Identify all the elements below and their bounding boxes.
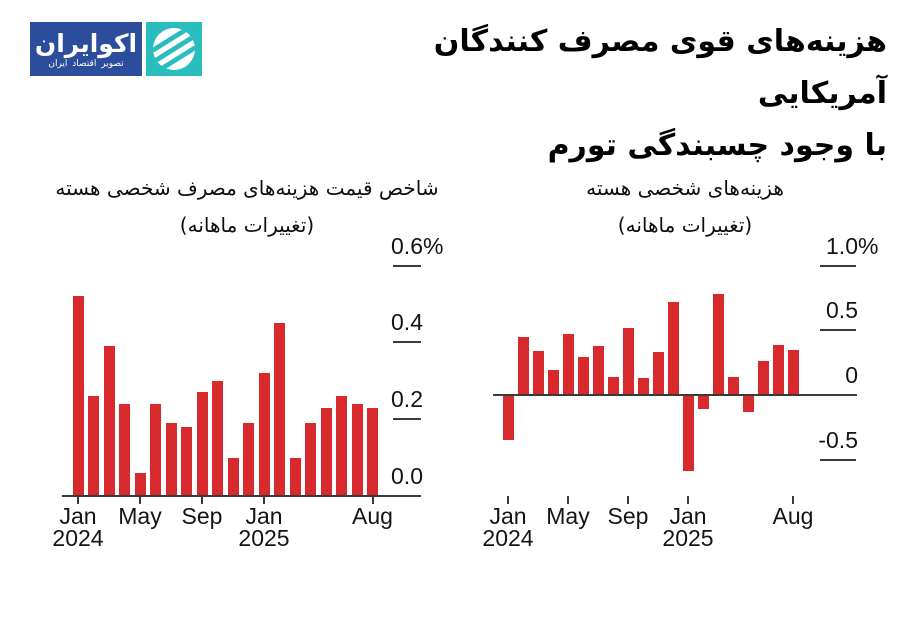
x-axis-label-year: 2024: [482, 525, 534, 551]
bar-jul-2024: [592, 345, 604, 395]
page-title: هزینه‌های قوی مصرف کنندگان آمریکایی با وج…: [307, 16, 887, 172]
bar-jun-2024: [577, 357, 589, 395]
right-chart-title: هزینه‌های شخصی هسته (تغییرات ماهانه): [470, 170, 900, 244]
right-chart-title-line1: هزینه‌های شخصی هسته: [586, 176, 784, 200]
y-axis-unit: %: [423, 232, 444, 259]
x-axis-tick: [687, 496, 689, 504]
x-axis-label: Jan: [669, 503, 707, 529]
x-axis-label-year: 2025: [662, 525, 714, 551]
bar-jun-2025: [757, 361, 769, 395]
bar-apr-2024: [119, 403, 130, 496]
left-chart-title-line1: شاخص قیمت هزینه‌های مصرف شخصی هسته: [55, 176, 439, 200]
x-axis-label: Aug: [352, 503, 393, 529]
bar-mar-2024: [103, 346, 115, 496]
bar-jan-2024: [72, 296, 84, 496]
bar-aug-2025: [787, 349, 799, 395]
bar-may-2024: [134, 472, 146, 496]
bar-nov-2024: [227, 457, 239, 496]
x-axis-tick: [371, 496, 374, 504]
bar-apr-2024: [547, 370, 559, 395]
y-axis-label: 0: [845, 362, 858, 388]
bar-apr-2025: [727, 376, 739, 395]
x-axis-label: Aug: [772, 503, 814, 529]
y-axis-label: 0.2: [391, 386, 423, 413]
x-axis-label: Jan: [489, 503, 527, 529]
bar-aug-2024: [181, 426, 192, 496]
bar-apr-2025: [305, 423, 316, 496]
bar-feb-2025: [697, 395, 709, 410]
y-axis-tick: [393, 341, 421, 344]
y-axis-label: 0.0: [391, 463, 423, 489]
bar-may-2025: [320, 407, 332, 496]
y-axis-tick: [820, 329, 856, 332]
bar-dec-2024: [243, 423, 254, 496]
y-axis-tick: [820, 458, 856, 461]
x-axis-tick: [507, 496, 509, 504]
bar-aug-2024: [607, 376, 619, 395]
ecoiran-logo: اکوایران تصویر اقتصاد ایران: [30, 22, 202, 76]
page-title-line1: هزینه‌های قوی مصرف کنندگان آمریکایی: [433, 24, 887, 111]
bar-may-2025: [742, 395, 754, 412]
y-axis-label: 0.4: [391, 309, 423, 336]
x-axis-tick: [567, 496, 569, 504]
bar-sep-2024: [196, 392, 208, 496]
bar-feb-2024: [517, 336, 529, 395]
bar-feb-2025: [274, 323, 285, 496]
x-axis-tick: [139, 496, 141, 504]
y-axis-label: 0.6%: [391, 232, 444, 259]
y-axis-label: 1.0%: [826, 232, 879, 259]
bar-dec-2024: [667, 301, 679, 395]
x-axis-tick: [77, 496, 79, 504]
bar-oct-2024: [212, 380, 223, 496]
ecoiran-logo-subtitle: تصویر اقتصاد ایران: [48, 59, 124, 69]
bar-mar-2025: [289, 457, 301, 496]
bar-feb-2024: [88, 396, 99, 496]
bar-jan-2025: [682, 395, 694, 472]
x-axis-label: May: [118, 503, 162, 529]
x-axis-tick: [263, 496, 265, 504]
x-axis-label: Sep: [181, 503, 223, 529]
bar-jan-2024: [502, 395, 514, 441]
x-axis-label: Jan: [245, 503, 283, 529]
x-axis-label-year: 2025: [238, 525, 290, 551]
y-axis-tick: [393, 264, 421, 267]
bar-may-2024: [562, 334, 574, 395]
page-title-line2: با وجود چسبندگی تورم: [547, 128, 887, 163]
bar-jul-2024: [165, 423, 177, 496]
right-chart-title-line2: (تغییرات ماهانه): [617, 213, 753, 237]
bar-nov-2024: [652, 352, 664, 395]
y-axis-label: 0.5: [826, 297, 858, 324]
left-chart-title: شاخص قیمت هزینه‌های مصرف شخصی هسته (تغیی…: [32, 170, 462, 244]
left-chart-title-line2: (تغییرات ماهانه): [179, 213, 315, 237]
bar-jun-2025: [336, 396, 347, 496]
bar-jun-2024: [150, 403, 161, 496]
x-axis-label: Sep: [607, 503, 649, 529]
ecoiran-logo-textbox: اکوایران تصویر اقتصاد ایران: [30, 22, 142, 76]
y-axis-label: -0.5: [818, 426, 858, 453]
bar-jan-2025: [258, 373, 270, 496]
x-axis-tick: [201, 496, 203, 504]
x-axis-line: [493, 394, 857, 396]
y-axis-unit: %: [858, 232, 879, 259]
x-axis-label-year: 2024: [52, 525, 104, 551]
y-axis-tick: [393, 418, 421, 421]
bar-sep-2024: [622, 327, 634, 395]
x-axis-label: May: [546, 503, 590, 529]
bar-jul-2025: [351, 403, 363, 496]
bar-mar-2024: [532, 351, 544, 395]
bar-jul-2025: [772, 344, 784, 395]
x-axis-tick: [627, 496, 629, 504]
bar-mar-2025: [712, 294, 724, 395]
bar-aug-2025: [367, 407, 378, 496]
y-axis-tick: [820, 264, 856, 267]
x-axis-label: Jan: [59, 503, 97, 529]
ecoiran-globe-icon: [146, 22, 202, 76]
x-axis-tick: [792, 496, 794, 504]
x-axis-line: [62, 495, 418, 497]
ecoiran-logo-title: اکوایران: [34, 29, 138, 58]
bar-oct-2024: [637, 378, 649, 395]
